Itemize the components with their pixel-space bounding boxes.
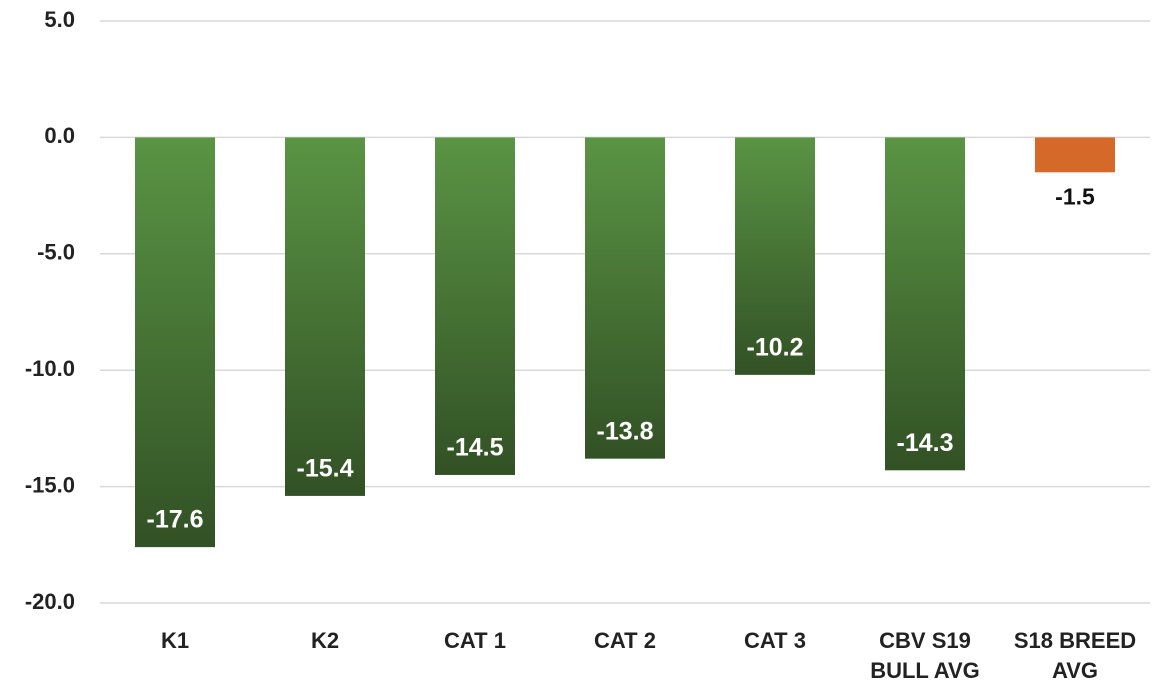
data-label: -14.3	[897, 429, 954, 457]
data-label: -15.4	[297, 455, 354, 483]
y-tick-label: -5.0	[37, 240, 75, 265]
bar	[735, 137, 815, 375]
y-tick-label: -20.0	[25, 589, 75, 614]
x-tick-label: K2	[310, 628, 340, 653]
x-tick-label: CAT 1	[444, 628, 506, 653]
x-tick-label: S18 BREED AVG	[1013, 628, 1137, 683]
y-tick-label: -15.0	[25, 472, 75, 497]
data-label: -10.2	[747, 333, 804, 361]
x-tick-label: K1	[160, 628, 190, 653]
data-label: -1.5	[1055, 183, 1095, 209]
bar	[1035, 137, 1115, 173]
data-label: -14.5	[447, 434, 504, 462]
bar	[585, 137, 665, 459]
bar	[135, 137, 215, 548]
x-tick-label: CBV S19 BULL AVG	[870, 628, 980, 683]
y-tick-label: 0.0	[44, 123, 75, 148]
bar	[885, 137, 965, 471]
x-tick-label: CAT 3	[744, 628, 806, 653]
bar	[435, 137, 515, 475]
bar	[285, 137, 365, 496]
y-tick-label: 5.0	[44, 7, 75, 32]
data-label: -13.8	[597, 417, 654, 445]
x-tick-label: CAT 2	[594, 628, 656, 653]
data-label: -17.6	[147, 506, 204, 534]
y-tick-label: -10.0	[25, 356, 75, 381]
